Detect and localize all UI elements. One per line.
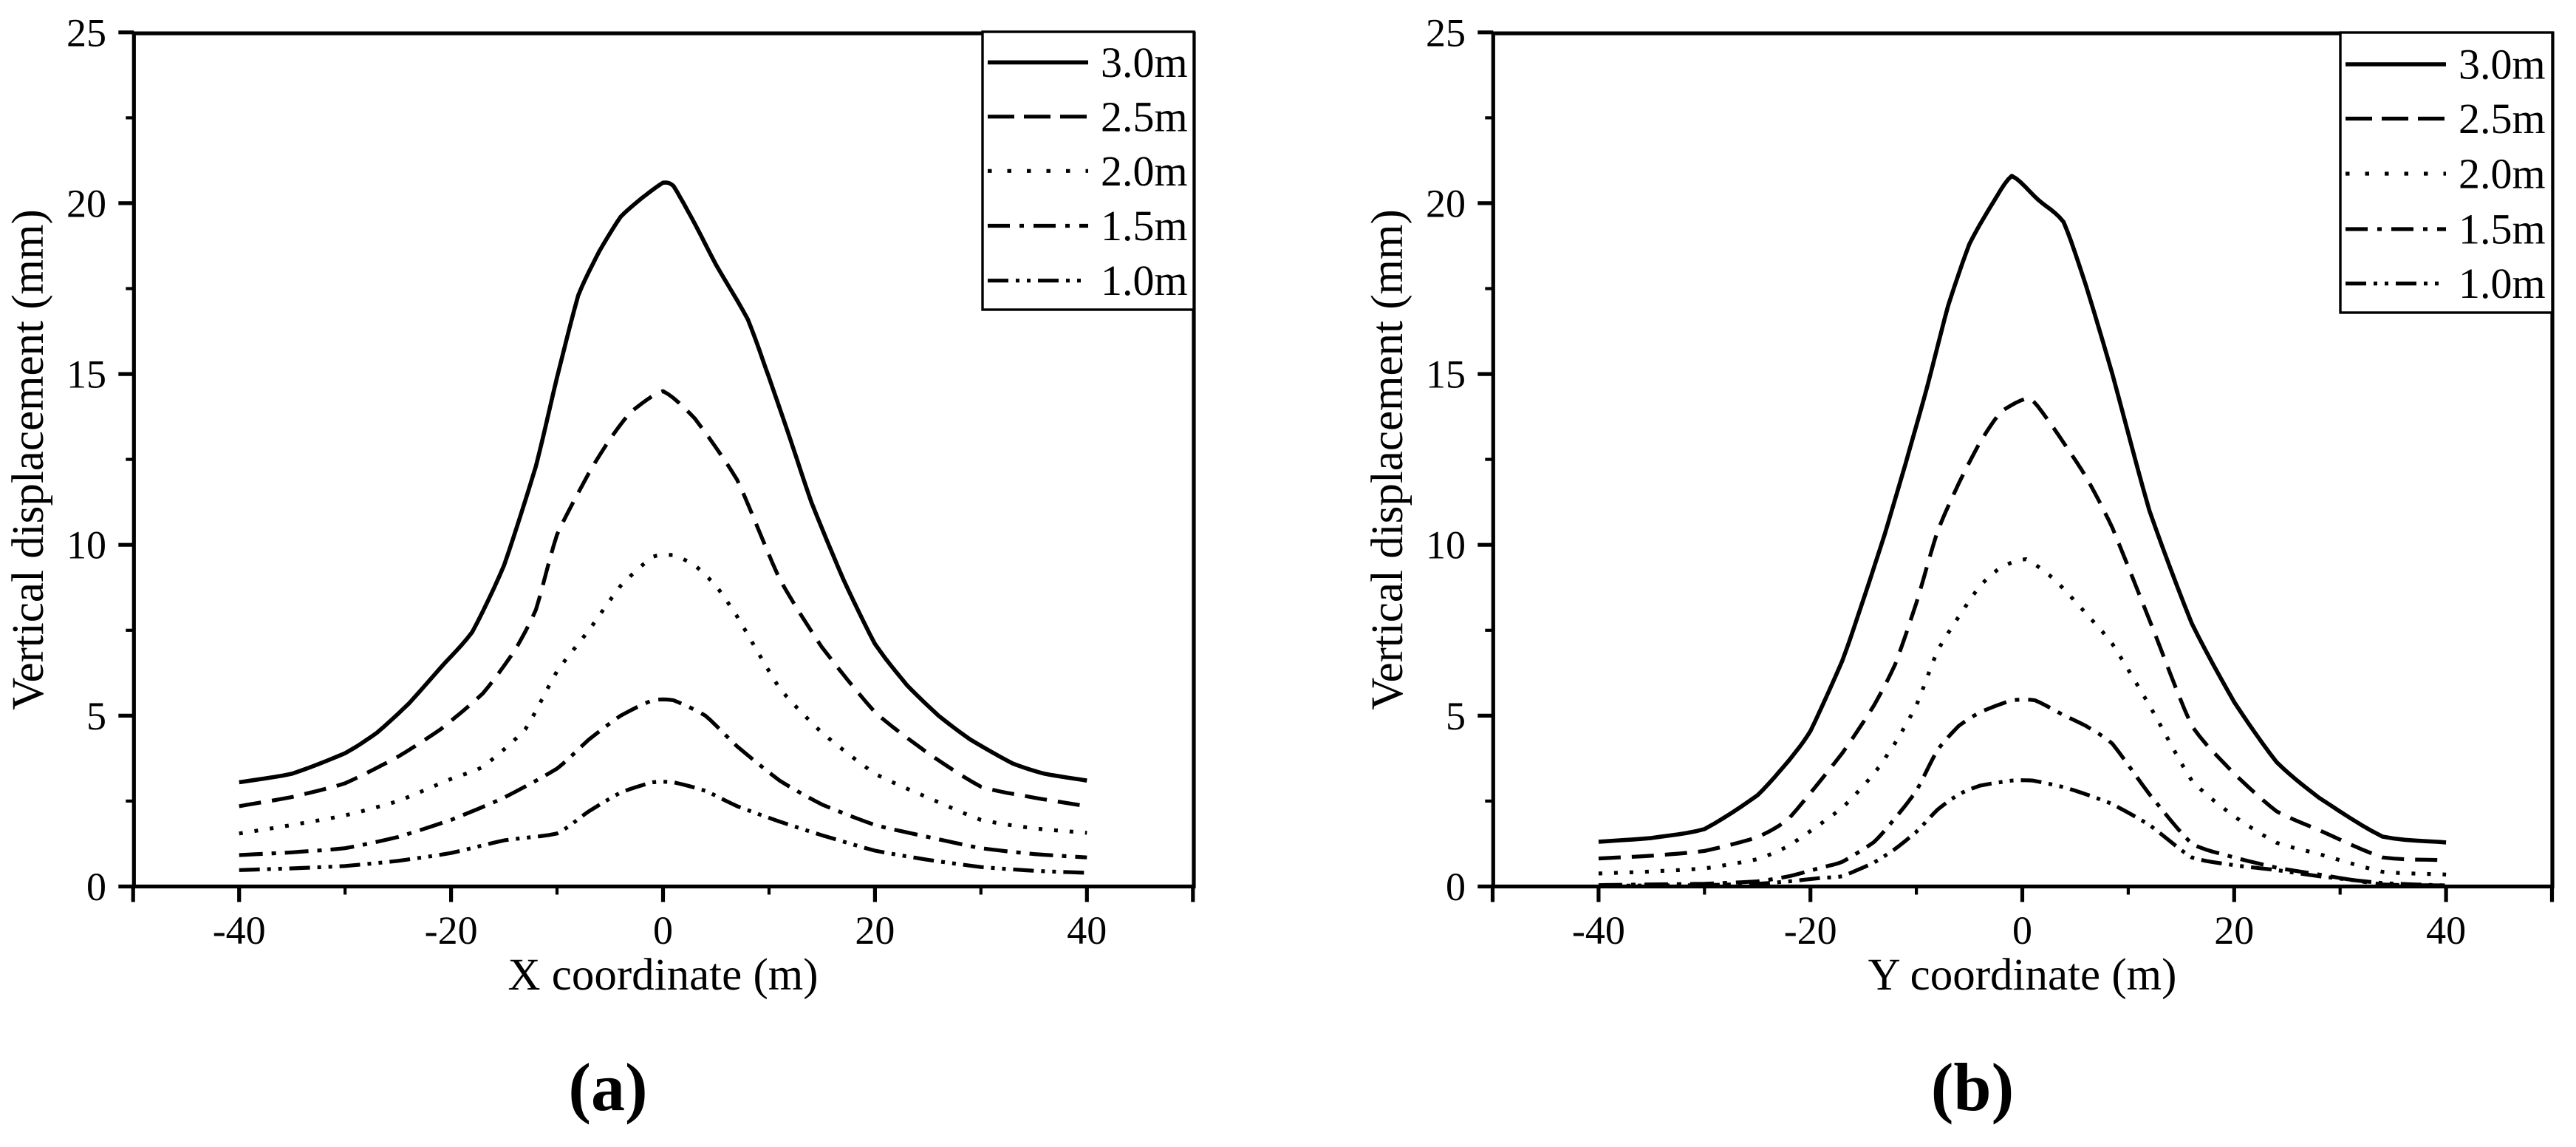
svg-text:(a): (a): [568, 1049, 647, 1125]
svg-text:1.5m: 1.5m: [1101, 202, 1188, 250]
svg-text:-40: -40: [1572, 908, 1625, 953]
svg-text:20: 20: [66, 181, 106, 225]
svg-text:(b): (b): [1931, 1049, 2014, 1125]
svg-text:0: 0: [86, 865, 106, 909]
svg-text:0: 0: [2012, 908, 2032, 953]
svg-text:2.5m: 2.5m: [1101, 92, 1188, 140]
svg-text:X coordinate (m): X coordinate (m): [508, 950, 818, 1000]
svg-text:Vertical displacement (mm): Vertical displacement (mm): [4, 209, 53, 710]
svg-text:25: 25: [66, 10, 106, 55]
svg-text:40: 40: [2426, 908, 2466, 953]
svg-text:1.5m: 1.5m: [2459, 205, 2546, 253]
svg-text:2.5m: 2.5m: [2459, 95, 2546, 143]
svg-text:10: 10: [1426, 523, 1466, 568]
svg-text:2.0m: 2.0m: [1101, 147, 1188, 195]
svg-text:5: 5: [86, 694, 106, 738]
svg-text:-40: -40: [213, 908, 266, 953]
svg-text:Y coordinate (m): Y coordinate (m): [1868, 950, 2177, 1000]
svg-text:1.0m: 1.0m: [1101, 256, 1188, 304]
svg-text:20: 20: [2214, 908, 2254, 953]
svg-text:0: 0: [1446, 865, 1466, 909]
svg-text:-20: -20: [425, 908, 478, 953]
svg-text:-20: -20: [1784, 908, 1837, 953]
svg-text:0: 0: [653, 908, 673, 953]
svg-text:2.0m: 2.0m: [2459, 150, 2546, 198]
svg-text:5: 5: [1446, 694, 1466, 738]
svg-text:25: 25: [1426, 10, 1466, 55]
svg-text:20: 20: [855, 908, 895, 953]
svg-text:3.0m: 3.0m: [2459, 41, 2546, 89]
svg-text:15: 15: [66, 353, 106, 397]
svg-text:15: 15: [1426, 353, 1466, 397]
svg-text:20: 20: [1426, 181, 1466, 225]
svg-text:40: 40: [1067, 908, 1107, 953]
svg-text:3.0m: 3.0m: [1101, 38, 1188, 86]
svg-text:1.0m: 1.0m: [2459, 259, 2546, 307]
svg-text:Vertical displacement (mm): Vertical displacement (mm): [1363, 209, 1412, 710]
svg-text:10: 10: [66, 523, 106, 568]
